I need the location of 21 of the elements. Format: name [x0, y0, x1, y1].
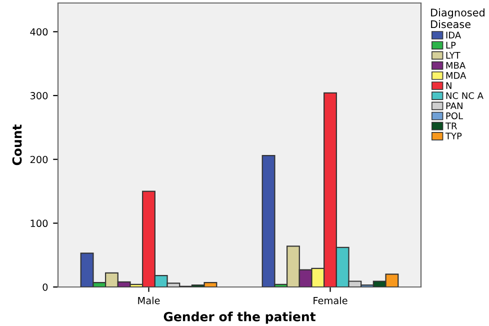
legend-label: MBA: [446, 62, 466, 69]
legend-label: PAN: [446, 102, 462, 110]
x-axis-title: Gender of the patient: [164, 312, 316, 324]
legend-label: LP: [446, 42, 456, 48]
legend-label: TYP: [445, 132, 462, 140]
x-tick-label: Female: [314, 296, 348, 304]
legend-label: IDA: [446, 32, 462, 38]
y-tick-label: 0: [42, 283, 48, 291]
y-tick-label: 200: [30, 156, 48, 164]
y-tick-label: 300: [30, 92, 48, 100]
legend-label: TR: [445, 122, 457, 130]
legend-label: MDA: [446, 72, 466, 79]
legend-label: POL: [446, 112, 463, 120]
y-axis-title: Count: [12, 124, 22, 166]
legend-label: LYT: [446, 52, 460, 59]
legend-label: N: [446, 82, 452, 89]
x-tick-label: Male: [138, 296, 160, 304]
y-tick-label: 100: [30, 220, 48, 228]
legend-label: NC NC A: [446, 92, 484, 100]
legend-title: Diagnosed Disease: [431, 8, 484, 28]
y-tick-label: 400: [30, 28, 48, 36]
